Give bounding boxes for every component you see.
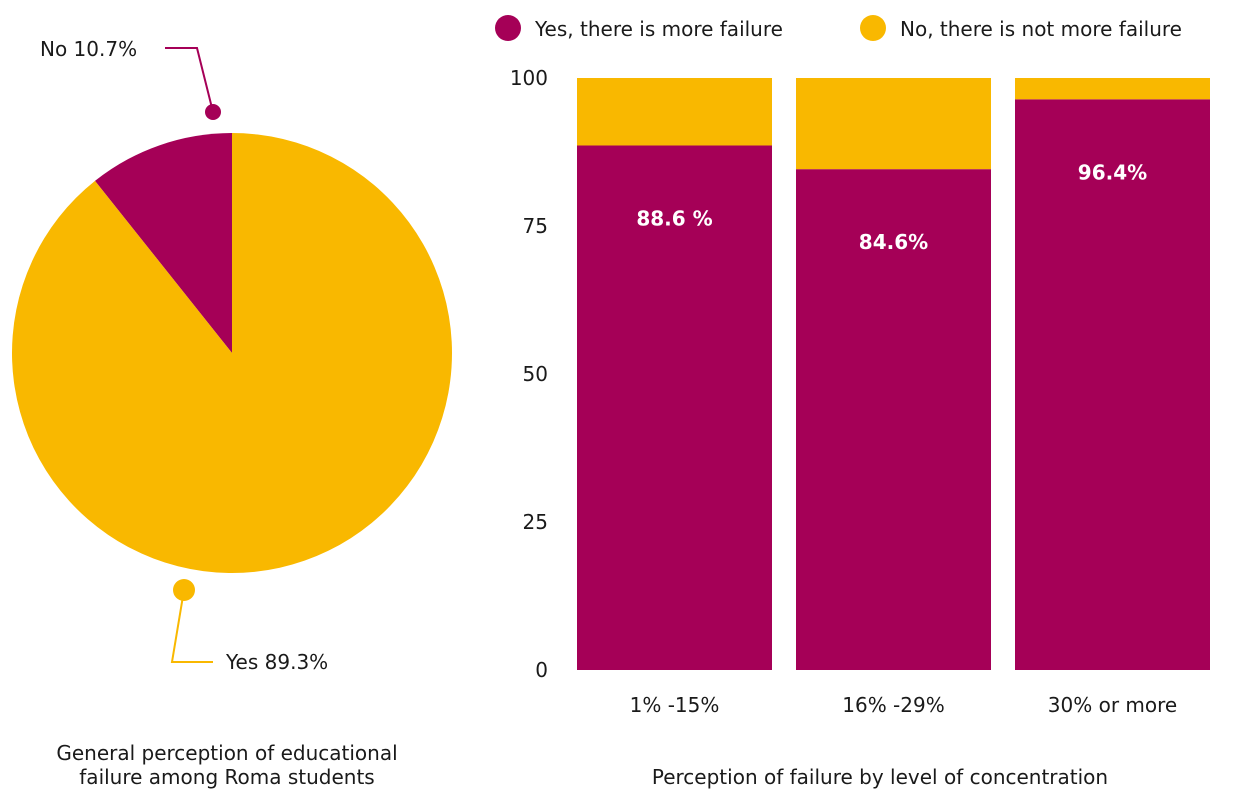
y-tick-label: 75 — [523, 214, 548, 238]
legend-swatch-no — [860, 15, 886, 41]
bar-value-label: 96.4% — [1078, 160, 1147, 184]
bar-no-3 — [1015, 78, 1210, 100]
callout-line-yes — [170, 589, 213, 663]
callout-line-no — [165, 47, 214, 113]
bar-value-label: 84.6% — [859, 230, 928, 254]
legend-label-no: No, there is not more failure — [900, 17, 1182, 41]
pie-slice-yes — [11, 133, 452, 573]
y-tick-label: 50 — [523, 362, 548, 386]
bar-chart: 0 25 50 75 100 88.6 % 1% -15% 84.6% 16% -29% 96.4… — [510, 66, 1210, 717]
bar-value-label: 88.6 % — [636, 206, 712, 230]
callout-dot-yes — [173, 579, 195, 601]
x-category-label: 16% -29% — [842, 693, 944, 717]
pie-callout-yes: Yes 89.3% — [225, 650, 328, 674]
pie-slice-no — [94, 133, 232, 353]
legend-swatch-yes — [495, 15, 521, 41]
y-tick-label: 25 — [523, 510, 548, 534]
y-tick-label: 0 — [535, 658, 548, 682]
x-category-label: 1% -15% — [630, 693, 720, 717]
bar-caption: Perception of failure by level of concen… — [652, 765, 1108, 789]
bar-yes-3 — [1015, 99, 1210, 670]
callout-dot-no — [205, 104, 221, 120]
pie-callout-no: No 10.7% — [40, 37, 137, 61]
y-tick-label: 100 — [510, 66, 548, 90]
pie-caption-line-2: failure among Roma students — [79, 765, 374, 789]
x-category-label: 30% or more — [1048, 693, 1177, 717]
bar-no-2 — [796, 78, 991, 170]
bar-no-1 — [577, 78, 772, 146]
bar-yes-2 — [796, 169, 991, 670]
legend-label-yes: Yes, there is more failure — [534, 17, 783, 41]
pie-chart — [11, 133, 452, 573]
bar-yes-1 — [577, 145, 772, 670]
pie-caption-line-1: General perception of educational — [56, 741, 397, 765]
